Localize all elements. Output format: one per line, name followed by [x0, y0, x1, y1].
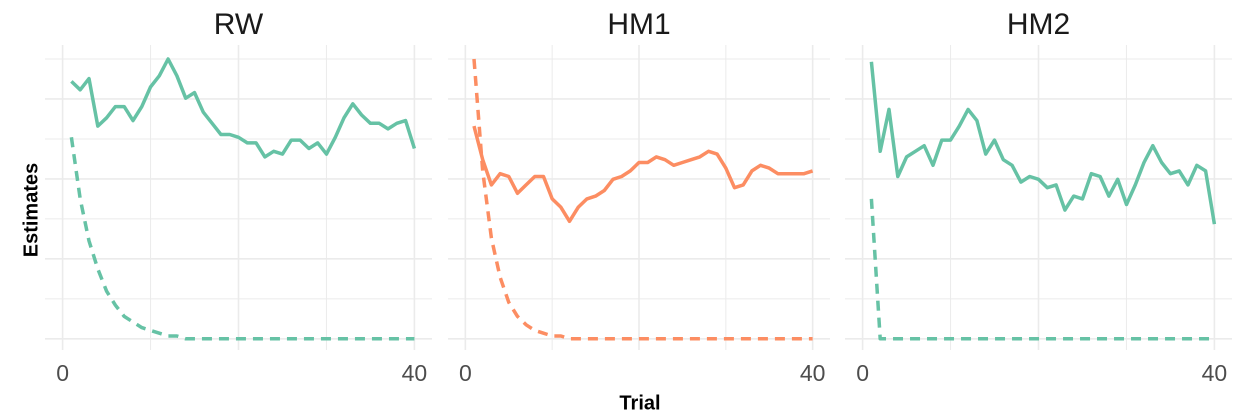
- x-axis-label: Trial: [619, 392, 660, 414]
- solid-line: [869, 61, 1217, 225]
- x-tick-label: 40: [402, 360, 428, 386]
- dashed-line: [869, 198, 1215, 341]
- panel-title: HM2: [1007, 8, 1070, 41]
- panel-title: RW: [214, 8, 264, 41]
- x-tick-label: 40: [800, 360, 826, 386]
- x-tick-label: 0: [856, 360, 869, 386]
- dashed-line: [69, 137, 415, 341]
- y-axis-label: Estimates: [20, 163, 42, 258]
- panel-title: HM1: [607, 8, 670, 41]
- x-tick-label: 0: [56, 360, 69, 386]
- x-tick-label: 40: [1202, 360, 1228, 386]
- x-tick-label: 0: [459, 360, 472, 386]
- solid-line: [472, 125, 814, 224]
- solid-line: [70, 57, 417, 159]
- dashed-line: [472, 58, 813, 341]
